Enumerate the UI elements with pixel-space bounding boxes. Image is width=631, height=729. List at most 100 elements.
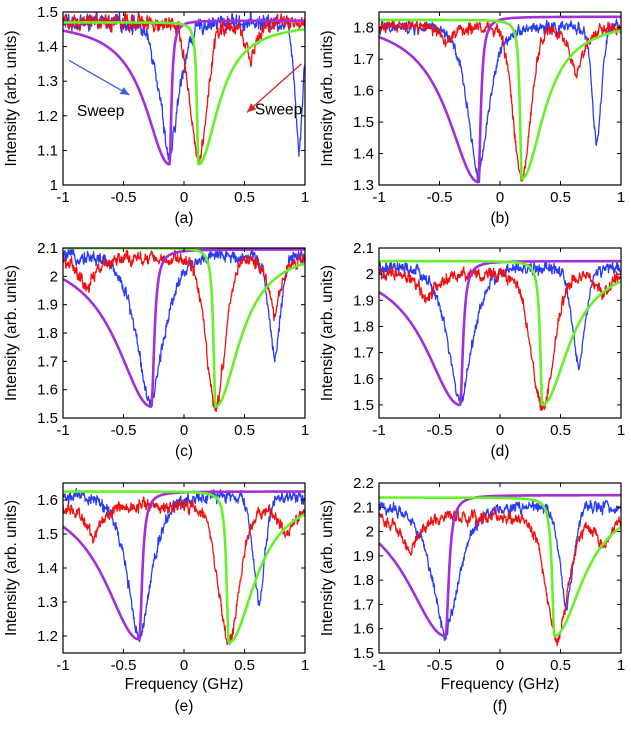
series-red-data xyxy=(379,19,621,182)
x-tick-label: 0 xyxy=(180,422,188,439)
y-tick-label: 1.4 xyxy=(353,146,374,163)
series-blue-data xyxy=(379,499,621,642)
x-tick-label: 0.5 xyxy=(550,422,571,439)
y-tick-label: 1.8 xyxy=(353,318,374,335)
y-tick-label: 1.6 xyxy=(353,83,374,100)
x-tick-label: 1 xyxy=(617,657,625,674)
y-tick-label: 1.5 xyxy=(353,397,374,414)
series-blue-data xyxy=(63,12,305,161)
y-tick-label: 1 xyxy=(50,177,58,194)
x-tick-label: 0.5 xyxy=(234,189,255,206)
y-tick-label: 1.7 xyxy=(353,345,374,362)
x-tick-label: 0.5 xyxy=(550,189,571,206)
y-tick-label: 1.5 xyxy=(37,410,58,427)
x-tick-label: 0 xyxy=(180,189,188,206)
y-tick-label: 1.5 xyxy=(353,645,374,662)
y-tick-label: 1.9 xyxy=(353,292,374,309)
x-tick-label: -1 xyxy=(56,189,69,206)
y-tick-label: 1.5 xyxy=(37,4,58,21)
y-tick-label: 2 xyxy=(366,524,374,541)
y-axis-label: Intensity (arb. units) xyxy=(319,500,336,636)
x-tick-label: -0.5 xyxy=(111,422,137,439)
x-tick-label: -1 xyxy=(372,422,385,439)
y-axis-label: Intensity (arb. units) xyxy=(3,30,20,166)
y-axis-label: Intensity (arb. units) xyxy=(3,500,20,636)
series-green-fit xyxy=(379,496,621,638)
x-tick-label: -1 xyxy=(372,189,385,206)
y-tick-label: 2 xyxy=(366,266,374,283)
series-purple-fit xyxy=(379,15,621,184)
series-green-fit xyxy=(379,18,621,181)
x-axis-label: Frequency (GHz) xyxy=(441,676,560,693)
x-tick-label: 0 xyxy=(496,422,504,439)
x-tick-label: 1 xyxy=(301,189,309,206)
y-tick-label: 1.6 xyxy=(353,371,374,388)
panel-label: (b) xyxy=(491,210,510,227)
series-red-data xyxy=(63,12,305,165)
series-red-data xyxy=(63,496,305,646)
y-tick-label: 1.9 xyxy=(37,297,58,314)
x-tick-label: -0.5 xyxy=(427,657,453,674)
panel-f: -1 -0.5 0 0.5 1 1.5 1.6 1.7 1.8 1.9 2 2.1 2.2 Intensi… xyxy=(319,475,625,715)
y-tick-label: 1.8 xyxy=(37,325,58,342)
panel-label: (c) xyxy=(175,443,193,460)
y-tick-label: 2.1 xyxy=(353,499,374,516)
x-tick-label: -0.5 xyxy=(427,422,453,439)
y-tick-label: 1.2 xyxy=(37,628,58,645)
sweep-arrow-line xyxy=(68,59,130,96)
y-tick-label: 2.1 xyxy=(353,240,374,257)
panel-a: -1 -0.5 0 0.5 1 1 1.1 1.2 1.3 1.4 1.5 Intensity (ar… xyxy=(3,4,309,227)
series-purple-fit xyxy=(63,490,305,641)
series-green-fit xyxy=(63,490,305,645)
y-tick-label: 1.7 xyxy=(37,353,58,370)
sweep-annotation-label: Sweep xyxy=(77,103,124,120)
y-axis-label: Intensity (arb. units) xyxy=(319,30,336,166)
sweep-arrow-head xyxy=(119,87,130,96)
series-red-data xyxy=(379,266,621,412)
x-tick-label: -1 xyxy=(372,657,385,674)
y-tick-label: 1.1 xyxy=(37,142,58,159)
sweep-arrow-line xyxy=(246,63,302,113)
series-purple-fit xyxy=(379,493,621,638)
y-tick-label: 2 xyxy=(50,268,58,285)
x-tick-label: 1 xyxy=(617,189,625,206)
panel-label: (a) xyxy=(175,210,194,227)
y-tick-label: 1.2 xyxy=(37,108,58,125)
panel-d: -1 -0.5 0 0.5 1 1.5 1.6 1.7 1.8 1.9 2 2.1 Intensity … xyxy=(319,240,625,460)
series-red-data xyxy=(379,507,621,647)
y-tick-label: 1.4 xyxy=(37,560,58,577)
panel-label: (d) xyxy=(491,443,510,460)
y-tick-label: 1.4 xyxy=(37,39,58,56)
x-tick-label: 0 xyxy=(180,657,188,674)
y-tick-label: 2.1 xyxy=(37,240,58,257)
x-tick-label: -1 xyxy=(56,657,69,674)
y-tick-label: 1.3 xyxy=(37,594,58,611)
series-green-fit xyxy=(63,21,305,166)
panel-b: -1 -0.5 0 0.5 1 1.3 1.4 1.5 1.6 1.7 1.8 Intensity (… xyxy=(319,11,625,227)
x-tick-label: 0 xyxy=(496,189,504,206)
x-tick-label: -0.5 xyxy=(111,189,137,206)
sweep-annotation-label: Sweep xyxy=(255,101,302,118)
x-tick-label: 0 xyxy=(496,657,504,674)
x-tick-label: 0.5 xyxy=(234,422,255,439)
y-tick-label: 1.7 xyxy=(353,51,374,68)
y-tick-label: 1.6 xyxy=(37,492,58,509)
y-tick-label: 1.5 xyxy=(37,526,58,543)
y-tick-label: 1.7 xyxy=(353,596,374,613)
x-tick-label: 1 xyxy=(617,422,625,439)
y-tick-label: 2.2 xyxy=(353,475,374,492)
x-tick-label: 1 xyxy=(301,422,309,439)
y-tick-label: 1.5 xyxy=(353,114,374,131)
x-tick-label: -1 xyxy=(56,422,69,439)
y-tick-label: 1.6 xyxy=(353,621,374,638)
x-tick-label: 1 xyxy=(301,657,309,674)
x-tick-label: 0.5 xyxy=(234,657,255,674)
panel-e: -1 -0.5 0 0.5 1 1.2 1.3 1.4 1.5 1.6 Intensity (arb… xyxy=(3,482,309,715)
y-tick-label: 1.6 xyxy=(37,382,58,399)
panel-label: (e) xyxy=(175,698,194,715)
sweep-arrow-head xyxy=(246,103,257,113)
x-tick-label: 0.5 xyxy=(550,657,571,674)
x-axis-label: Frequency (GHz) xyxy=(125,676,244,693)
panel-label: (f) xyxy=(493,698,508,715)
